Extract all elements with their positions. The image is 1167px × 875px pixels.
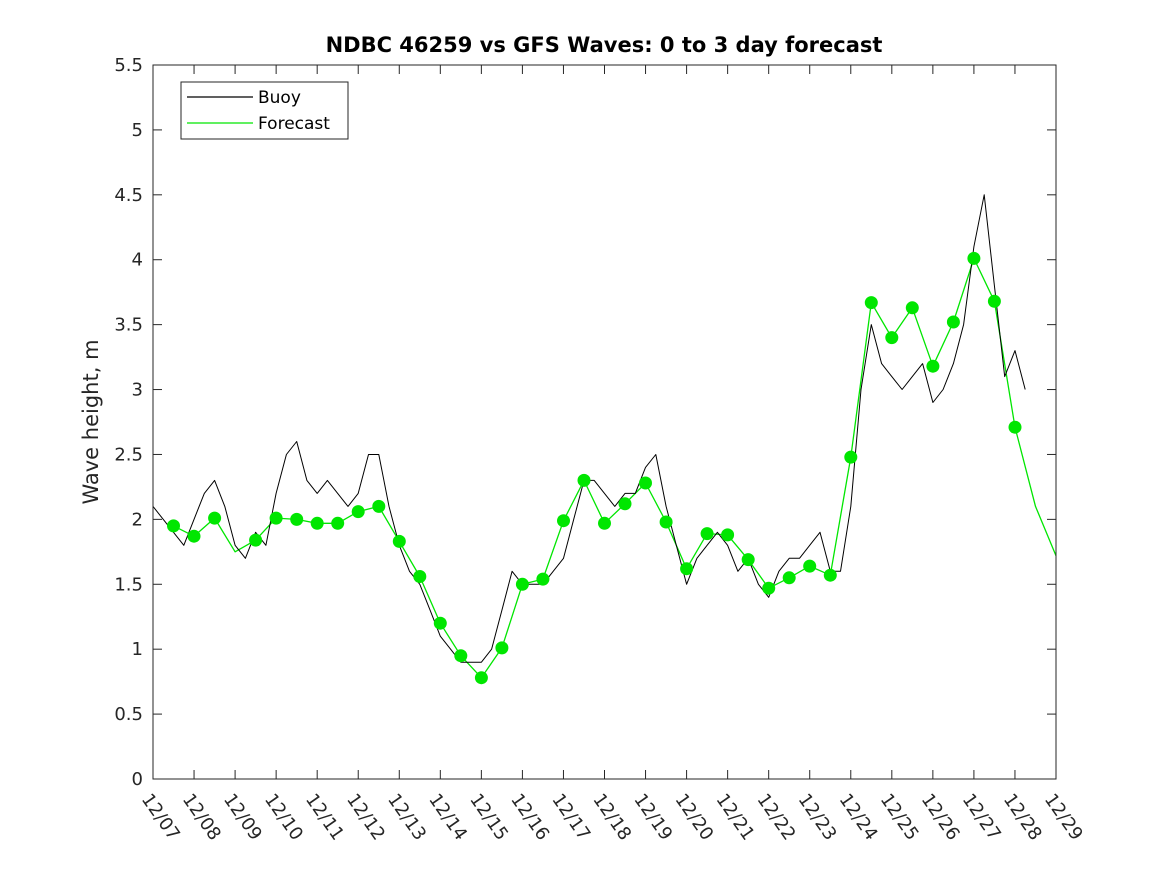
forecast-point: [967, 251, 981, 265]
forecast-point: [1008, 420, 1022, 434]
forecast-point: [372, 499, 386, 513]
forecast-point: [844, 450, 858, 464]
legend-box: [180, 81, 349, 140]
y-tick-label: 2: [132, 509, 143, 530]
forecast-point: [741, 553, 755, 567]
forecast-point: [557, 514, 570, 528]
forecast-point: [803, 559, 817, 573]
forecast-point: [392, 534, 406, 548]
forecast-point: [290, 512, 304, 526]
forecast-point: [515, 577, 529, 591]
y-tick-label: 3.5: [114, 315, 143, 336]
y-tick-label: 1: [132, 639, 143, 660]
forecast-point: [598, 516, 611, 530]
y-tick-label: 5.5: [114, 55, 143, 76]
plot-area: [152, 64, 1057, 780]
forecast-point: [433, 616, 447, 630]
legend: Buoy Forecast: [180, 81, 349, 140]
y-axis-label: Wave height, m: [79, 339, 103, 504]
marker-layer: [167, 251, 1022, 685]
plot-background: [153, 65, 1056, 779]
forecast-point: [249, 533, 263, 547]
forecast-point: [987, 294, 1001, 308]
legend-label-forecast: Forecast: [258, 114, 330, 134]
forecast-point: [782, 571, 796, 585]
forecast-point: [926, 359, 940, 373]
y-tick-label: 2.5: [114, 444, 143, 465]
y-axis: 0 0.5 1 1.5 2 2.5 3 3.5 4 4.5 5 5.5: [114, 55, 1056, 790]
forecast-point: [577, 473, 591, 487]
chart-title: NDBC 46259 vs GFS Waves: 0 to 3 day fore…: [326, 33, 883, 57]
forecast-point: [700, 527, 714, 541]
forecast-point: [680, 562, 694, 576]
forecast-point: [659, 515, 673, 529]
forecast-point: [331, 516, 345, 530]
forecast-point: [167, 519, 180, 533]
forecast-point: [864, 296, 878, 310]
forecast-point: [208, 511, 222, 525]
forecast-point: [618, 497, 632, 511]
forecast-point: [762, 581, 776, 595]
y-tick-label: 1.5: [114, 574, 143, 595]
forecast-point: [474, 671, 488, 685]
forecast-point: [454, 649, 468, 663]
forecast-point: [495, 641, 509, 655]
y-tick-label: 3: [132, 380, 143, 401]
forecast-point: [351, 505, 365, 519]
y-tick-label: 5: [132, 120, 143, 141]
y-tick-label: 4.5: [114, 185, 143, 206]
y-tick-label: 0: [132, 769, 143, 790]
forecast-point: [187, 529, 201, 543]
y-tick-label: 4: [132, 250, 143, 271]
forecast-point: [310, 516, 324, 530]
forecast-point: [413, 570, 427, 583]
y-tick-label: 0.5: [114, 704, 143, 725]
forecast-point: [885, 331, 899, 345]
forecast-point: [536, 572, 550, 586]
forecast-point: [823, 568, 837, 582]
forecast-point: [946, 315, 960, 329]
forecast-point: [721, 528, 735, 542]
forecast-point: [639, 476, 652, 490]
legend-label-buoy: Buoy: [258, 88, 301, 108]
forecast-point: [905, 301, 919, 315]
forecast-point: [269, 511, 283, 525]
